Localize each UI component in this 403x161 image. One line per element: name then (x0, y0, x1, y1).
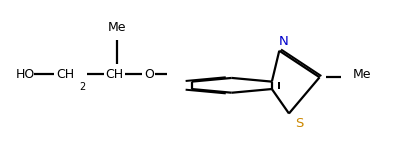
Text: O: O (144, 68, 154, 80)
Text: N: N (279, 35, 289, 47)
Text: HO: HO (16, 68, 35, 80)
Text: CH: CH (56, 68, 75, 80)
Text: CH: CH (106, 68, 124, 80)
Text: Me: Me (108, 21, 126, 34)
Text: 2: 2 (79, 82, 86, 92)
Text: Me: Me (353, 68, 371, 81)
Text: S: S (295, 118, 303, 130)
